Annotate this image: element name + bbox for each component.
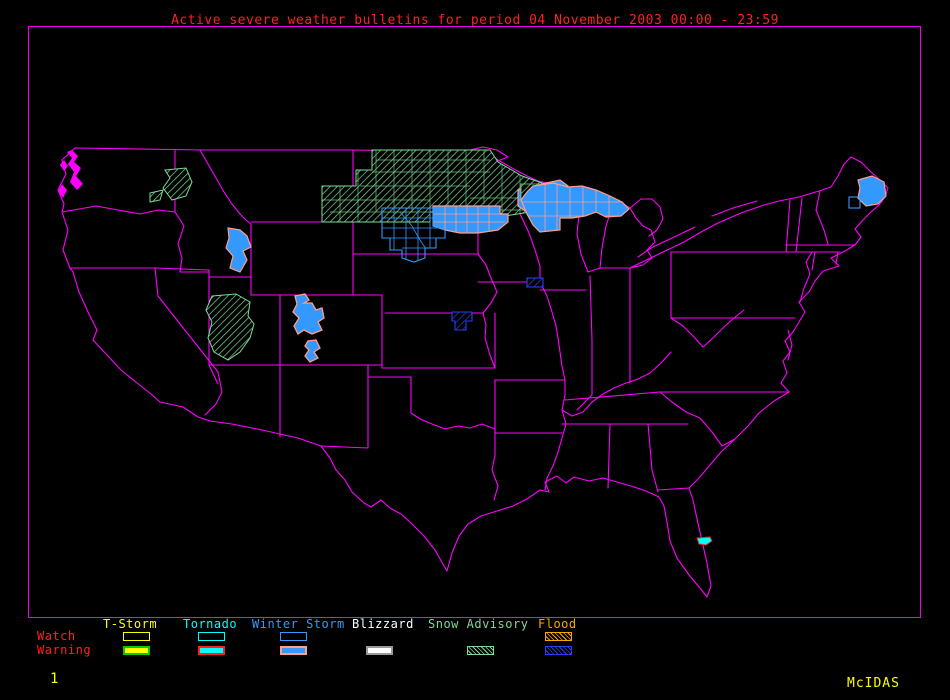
county-grid-green — [322, 150, 545, 222]
tornado-warning-florida — [696, 536, 713, 546]
page-title: Active severe weather bulletins for peri… — [171, 13, 779, 28]
snow-advisory-region-nevada-utah — [205, 293, 255, 361]
snow-advisory-region-idaho-small — [149, 189, 164, 203]
winter-storm-warning-upper-michigan — [520, 182, 630, 233]
snow-advisory-region-idaho-panhandle — [162, 167, 193, 201]
map-frame-border — [28, 26, 921, 618]
flood-warning-iowa — [526, 277, 544, 288]
swatch-tstorm-warning — [123, 646, 150, 655]
swatch-tornado-watch — [198, 632, 225, 641]
legend-header-winter-storm: Winter Storm — [252, 617, 345, 631]
winter-storm-warning-regions — [225, 175, 887, 363]
swatch-blizzard-warning — [366, 646, 393, 655]
washington-coast-fill — [58, 150, 83, 198]
legend-row-warning: Warning — [37, 643, 92, 657]
mcidas-watermark: McIDAS — [847, 676, 900, 691]
swatch-flood-warning — [545, 646, 572, 655]
frame-number: 1 — [50, 671, 59, 687]
legend-header-flood: Flood — [538, 617, 577, 631]
winter-storm-watch-south-dakota — [381, 207, 446, 263]
winter-storm-warning-wyoming — [225, 227, 252, 273]
flood-warning-nebraska — [451, 311, 473, 331]
legend-header-blizzard: Blizzard — [352, 617, 414, 631]
legend-header-tstorm: T-Storm — [103, 617, 158, 631]
legend-header-snow-advisory: Snow Advisory — [428, 617, 529, 631]
legend-header-tornado: Tornado — [183, 617, 238, 631]
swatch-tstorm-watch — [123, 632, 150, 641]
flood-warning-regions — [451, 277, 544, 331]
swatch-winter-storm-watch — [280, 632, 307, 641]
winter-storm-watch-maine — [848, 196, 861, 209]
winter-storm-warning-sd-mn — [432, 205, 509, 234]
swatch-flood-watch — [545, 632, 572, 641]
swatch-tornado-warning — [198, 646, 225, 655]
legend-row-watch: Watch — [37, 629, 76, 643]
winter-storm-warning-maine — [848, 175, 887, 209]
swatch-snow-advisory-warning — [467, 646, 494, 655]
swatch-winter-storm-warning — [280, 646, 307, 655]
winter-storm-warning-utah — [292, 293, 325, 363]
state-boundaries — [57, 146, 889, 598]
